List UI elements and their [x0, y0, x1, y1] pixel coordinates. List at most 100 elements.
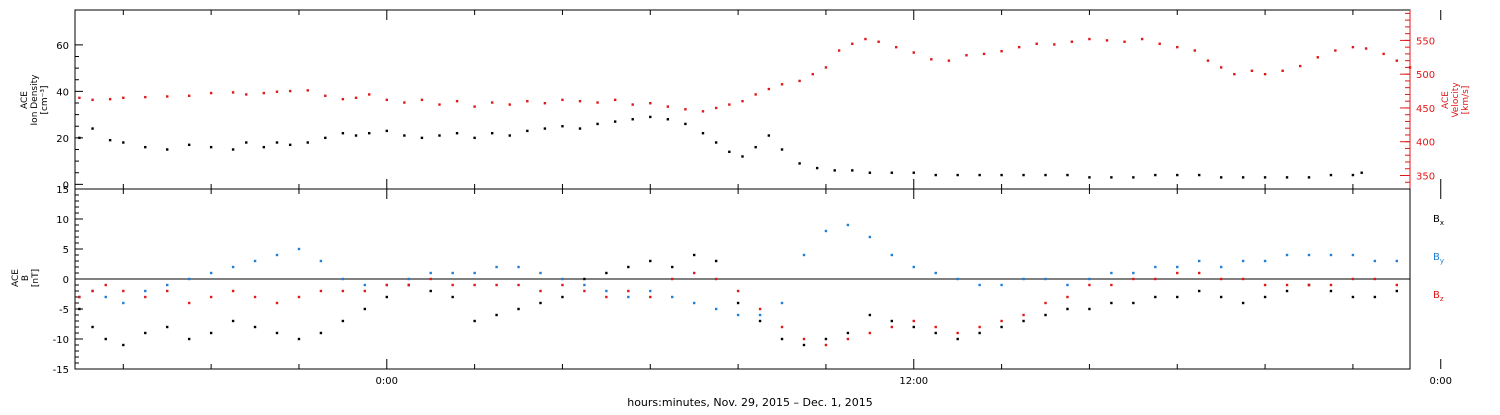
- density-tick-label: 40: [56, 87, 69, 98]
- data-point: [824, 229, 828, 233]
- data-point: [1219, 277, 1223, 281]
- data-point: [605, 271, 608, 275]
- data-point: [1066, 307, 1069, 311]
- velocity-tick-label: 350: [1416, 171, 1435, 182]
- data-point: [934, 325, 937, 329]
- data-point: [613, 98, 617, 102]
- data-point: [1154, 277, 1157, 281]
- data-point: [517, 307, 520, 311]
- data-point: [407, 283, 410, 287]
- data-point: [613, 120, 617, 123]
- data-point: [780, 301, 784, 305]
- data-point: [104, 283, 107, 287]
- data-point: [288, 89, 292, 93]
- data-point: [1176, 271, 1179, 275]
- data-point: [275, 253, 279, 257]
- data-point: [561, 98, 564, 102]
- data-point: [341, 319, 345, 323]
- data-point: [1316, 56, 1319, 59]
- data-point: [1364, 47, 1368, 50]
- data-point: [692, 253, 696, 257]
- data-point: [1035, 42, 1038, 45]
- density-tick-label: 60: [56, 41, 69, 52]
- data-point: [1206, 59, 1210, 62]
- data-point: [714, 259, 718, 263]
- data-point: [526, 99, 529, 103]
- data-point: [1241, 259, 1245, 263]
- data-point: [864, 37, 867, 41]
- data-point: [253, 295, 257, 299]
- data-point: [1132, 271, 1135, 275]
- b-axis-label-line: [nT]: [31, 269, 41, 287]
- time-tick-label: 12:00: [899, 376, 928, 387]
- data-point: [846, 337, 850, 341]
- data-point: [144, 145, 147, 149]
- data-point: [473, 283, 476, 287]
- data-point: [1395, 59, 1399, 62]
- data-point: [1307, 283, 1311, 287]
- data-point: [1198, 173, 1201, 177]
- data-point: [166, 148, 169, 151]
- data-point: [947, 59, 951, 62]
- density-axis-label: ACE Ion Density [cm⁻³]: [20, 74, 50, 126]
- data-point: [1241, 301, 1245, 305]
- data-point: [1329, 173, 1333, 177]
- data-point: [495, 265, 498, 269]
- b-tick-label: -10: [53, 335, 69, 346]
- data-point: [231, 319, 235, 323]
- data-point: [802, 343, 806, 347]
- data-point: [583, 277, 586, 281]
- data-point: [341, 97, 345, 101]
- data-point: [490, 101, 494, 104]
- data-point: [144, 331, 147, 335]
- data-point: [754, 93, 757, 96]
- time-axis: 0:00 12:00 0:00: [122, 10, 1452, 387]
- legend-bz-sub: z: [1440, 295, 1444, 303]
- data-point: [508, 134, 511, 137]
- data-point: [319, 289, 323, 293]
- data-point: [403, 134, 406, 137]
- velocity-axis-label-line: Velocity: [1451, 82, 1461, 118]
- data-point: [231, 148, 235, 151]
- b-axis-label: ACE B [nT]: [11, 269, 41, 287]
- data-point: [1219, 265, 1223, 269]
- data-point: [1373, 259, 1377, 263]
- data-point: [1351, 253, 1355, 257]
- data-point: [1198, 271, 1201, 275]
- data-point: [144, 295, 147, 299]
- data-point: [1110, 176, 1113, 179]
- data-point: [736, 301, 740, 305]
- data-point: [890, 171, 894, 174]
- data-point: [539, 289, 542, 293]
- data-point: [561, 283, 564, 287]
- data-point: [671, 265, 674, 269]
- data-point: [209, 331, 213, 335]
- data-point: [978, 331, 981, 335]
- data-point: [1351, 45, 1355, 49]
- data-point: [1250, 69, 1254, 72]
- density-axis-label-line: Ion Density: [30, 74, 40, 126]
- data-point: [104, 295, 107, 299]
- data-point: [297, 337, 301, 341]
- data-point: [341, 289, 345, 293]
- data-point: [1110, 283, 1113, 287]
- data-point: [78, 96, 81, 100]
- data-point: [341, 132, 345, 135]
- data-point: [354, 96, 358, 100]
- data-point: [297, 247, 301, 251]
- data-point: [91, 289, 94, 293]
- data-point: [473, 105, 476, 108]
- data-point: [1154, 265, 1157, 269]
- data-point: [649, 289, 652, 293]
- data-point: [1000, 283, 1003, 287]
- data-point: [245, 93, 248, 96]
- data-point: [956, 277, 959, 281]
- legend-bx: Bx: [1433, 214, 1444, 227]
- data-point: [1140, 37, 1144, 41]
- bx-series: [78, 253, 1399, 347]
- time-tick-label: 0:00: [376, 376, 398, 387]
- data-point: [1123, 40, 1126, 43]
- top-panel-frame: [74, 9, 1411, 190]
- data-point: [692, 271, 696, 275]
- data-point: [754, 145, 757, 149]
